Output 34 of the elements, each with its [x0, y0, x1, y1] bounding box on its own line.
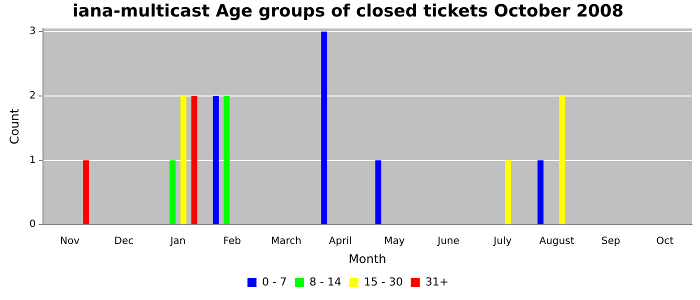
bar	[538, 160, 544, 224]
x-tick-label: March	[270, 236, 302, 248]
x-tick-label: July	[492, 236, 512, 248]
x-tick-label: August	[539, 236, 574, 248]
y-axis-title: Count	[7, 108, 22, 144]
chart-title: iana-multicast Age groups of closed tickets October 2008	[72, 2, 624, 22]
x-tick-label: May	[384, 236, 405, 248]
y-tick-label: 2	[29, 90, 36, 102]
y-tick-label: 3	[29, 26, 36, 38]
bar	[505, 160, 512, 224]
x-tick-label: June	[436, 236, 460, 248]
x-tick-label: Jan	[169, 236, 186, 248]
legend-label: 8 - 14	[309, 275, 342, 288]
y-tick-label: 0	[29, 219, 36, 230]
bar	[191, 96, 198, 224]
x-tick-label: Nov	[60, 236, 80, 248]
bar	[170, 160, 176, 224]
y-tick-label: 1	[29, 154, 36, 166]
x-tick-label: Feb	[223, 236, 241, 248]
x-axis-title: Month	[348, 252, 386, 266]
x-tick-label: Dec	[114, 236, 134, 248]
bar	[83, 160, 90, 224]
bar	[212, 96, 219, 224]
legend-label: 31+	[425, 275, 449, 288]
x-tick-label: Sep	[601, 236, 620, 248]
bar	[321, 32, 328, 224]
legend-label: 15 - 30	[364, 275, 403, 288]
x-tick-label: Oct	[656, 236, 674, 248]
bar	[224, 96, 230, 224]
legend-label: 0 - 7	[262, 275, 287, 288]
x-tick-label: April	[328, 236, 352, 248]
bar	[180, 96, 186, 224]
bar	[559, 96, 566, 224]
bar	[375, 160, 382, 224]
